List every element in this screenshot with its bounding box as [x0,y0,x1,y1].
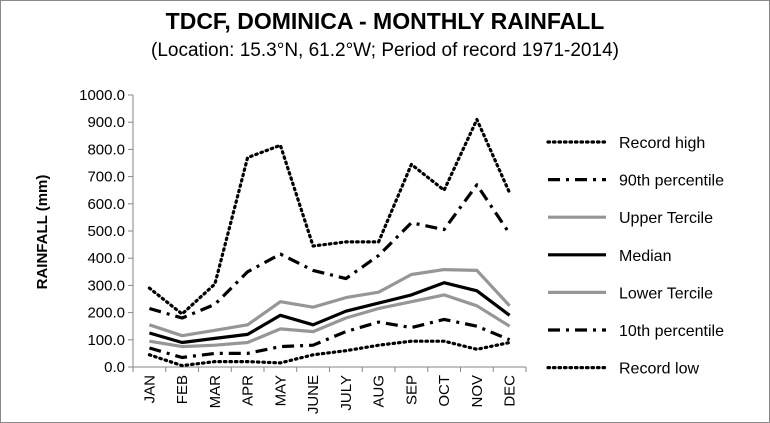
x-tick-label: FEB [174,375,191,404]
legend: Record high 90th percentile Upper Tercile M… [546,135,724,378]
legend-label-median: Median [619,248,671,265]
y-axis-label: RAINFALL (mm) [34,175,51,290]
y-tick-label: 900.0 [87,114,125,131]
legend-label-90th-percentile: 90th percentile [619,173,724,190]
y-tick-label: 500.0 [87,223,125,240]
x-tick-label: APR [240,375,257,406]
x-tick-label: AUG [371,375,388,408]
y-tick-label: 800.0 [87,141,125,158]
legend-label-record-low: Record low [619,361,699,378]
y-tick-label: 1000.0 [79,87,125,104]
x-tick-label: JUNE [305,375,322,414]
chart-subtitle: (Location: 15.3°N, 61.2°W; Period of rec… [151,40,619,61]
axes: 0.0 100.0 200.0 300.0 400.0 500.0 600.0 700.0 80… [79,87,527,414]
x-tick-label: JULY [338,375,355,411]
legend-label-10th-percentile: 10th percentile [619,323,724,340]
legend-label-upper-tercile: Upper Tercile [619,210,713,227]
series-line-median [148,281,511,345]
series-line-record-low [147,339,512,368]
x-tick-label: JAN [141,375,158,403]
y-tick-label: 200.0 [87,305,125,322]
x-tick-label: DEC [502,375,519,407]
series-lines [147,117,512,368]
series-line-90th-percentile [148,183,511,320]
y-tick-label: 100.0 [87,332,125,349]
legend-label-record-high: Record high [619,135,705,152]
series-line-upper-tercile [148,268,511,338]
x-tick-label: SEP [403,375,420,405]
y-tick-label: 0.0 [104,359,125,376]
x-tick-label: OCT [436,375,453,407]
chart-title: TDCF, DOMINICA - MONTHLY RAINFALL [165,8,605,34]
y-tick-label: 700.0 [87,169,125,186]
x-tick-label: NOV [469,375,486,408]
x-tick-label: MAR [207,375,224,409]
y-tick-label: 400.0 [87,250,125,267]
series-line-record-high [147,117,512,316]
legend-label-lower-tercile: Lower Tercile [619,285,713,302]
series-line-10th-percentile [148,317,511,360]
y-tick-label: 300.0 [87,277,125,294]
series-line-lower-tercile [149,293,511,349]
x-tick-label: MAY [272,375,289,406]
y-tick-label: 600.0 [87,196,125,213]
